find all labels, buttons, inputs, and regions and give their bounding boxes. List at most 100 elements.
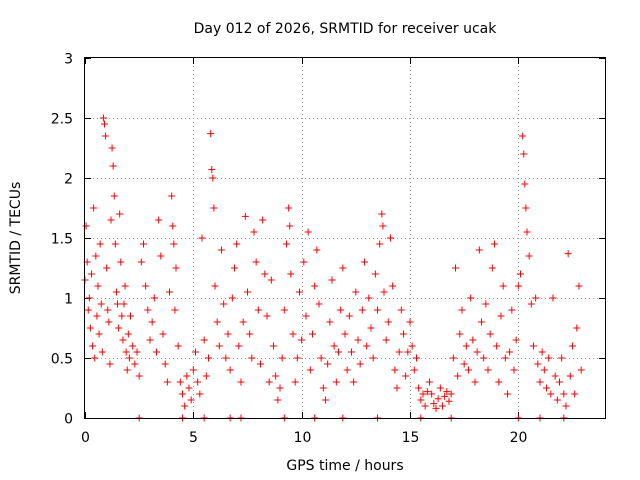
data-point bbox=[493, 342, 501, 350]
data-point bbox=[413, 354, 420, 362]
plot-frame bbox=[84, 57, 606, 419]
data-point bbox=[400, 330, 407, 338]
data-point bbox=[119, 336, 127, 344]
data-point bbox=[389, 282, 397, 290]
data-point bbox=[265, 378, 273, 386]
data-point bbox=[179, 390, 186, 398]
data-point bbox=[404, 348, 412, 356]
data-point bbox=[114, 300, 121, 308]
data-point bbox=[324, 360, 332, 368]
data-point bbox=[471, 378, 479, 386]
data-point bbox=[473, 348, 481, 356]
data-point bbox=[443, 388, 451, 396]
data-point bbox=[328, 276, 336, 284]
data-point bbox=[415, 384, 423, 392]
data-point bbox=[313, 246, 321, 254]
data-point bbox=[94, 282, 102, 290]
data-point bbox=[181, 402, 189, 410]
data-point bbox=[259, 216, 267, 224]
y-tick-label: 2.5 bbox=[51, 112, 73, 128]
data-point bbox=[465, 366, 472, 374]
data-point bbox=[228, 294, 236, 302]
data-point bbox=[200, 336, 208, 344]
data-point bbox=[226, 366, 234, 374]
y-axis-label: SRMTID / TECUs bbox=[8, 182, 24, 295]
data-point bbox=[137, 258, 145, 266]
data-point bbox=[166, 288, 173, 296]
data-point bbox=[159, 330, 167, 338]
data-point bbox=[436, 384, 444, 392]
data-point bbox=[456, 330, 464, 338]
data-point bbox=[335, 348, 342, 356]
data-point bbox=[406, 318, 414, 326]
data-point bbox=[82, 222, 90, 230]
data-point bbox=[116, 210, 124, 218]
data-point bbox=[525, 252, 533, 260]
data-point bbox=[330, 342, 338, 350]
data-point bbox=[90, 204, 98, 212]
data-point bbox=[296, 288, 303, 296]
data-point bbox=[562, 402, 570, 410]
data-point bbox=[447, 390, 455, 398]
data-point bbox=[354, 336, 362, 344]
data-point bbox=[233, 240, 241, 248]
data-point bbox=[207, 130, 215, 138]
data-point bbox=[287, 270, 295, 278]
data-point bbox=[506, 348, 514, 356]
data-point bbox=[222, 354, 230, 362]
data-point bbox=[109, 162, 117, 170]
data-point bbox=[512, 336, 520, 344]
data-point bbox=[127, 312, 134, 320]
data-point bbox=[417, 396, 425, 404]
data-point bbox=[105, 318, 113, 326]
data-point bbox=[84, 306, 92, 314]
data-point bbox=[148, 318, 156, 326]
y-tick-label: 1 bbox=[64, 292, 73, 308]
data-point bbox=[157, 252, 165, 260]
data-point bbox=[96, 240, 104, 248]
data-point bbox=[161, 360, 169, 368]
data-point bbox=[348, 348, 355, 356]
y-tick-label: 1.5 bbox=[51, 232, 73, 248]
data-point bbox=[387, 234, 394, 242]
data-point bbox=[218, 246, 225, 254]
data-point bbox=[274, 396, 282, 404]
data-point bbox=[488, 264, 496, 272]
data-point bbox=[95, 330, 103, 338]
data-point bbox=[345, 312, 353, 320]
y-tick-label: 3 bbox=[64, 52, 73, 68]
data-point bbox=[300, 258, 308, 266]
data-point bbox=[291, 378, 299, 386]
data-point bbox=[363, 342, 371, 350]
data-point bbox=[131, 360, 139, 368]
data-point bbox=[432, 404, 440, 412]
grid-lines bbox=[85, 58, 605, 418]
data-point bbox=[146, 336, 154, 344]
data-point bbox=[421, 402, 429, 410]
data-point bbox=[538, 348, 546, 356]
data-point bbox=[153, 348, 160, 356]
data-point bbox=[172, 264, 180, 272]
data-point bbox=[317, 354, 325, 362]
data-point bbox=[117, 258, 125, 266]
data-point bbox=[462, 342, 470, 350]
data-point bbox=[285, 204, 293, 212]
data-point bbox=[532, 294, 540, 302]
data-point bbox=[376, 240, 384, 248]
data-point bbox=[566, 372, 574, 380]
data-point bbox=[196, 390, 204, 398]
data-point bbox=[339, 264, 347, 272]
data-point bbox=[491, 240, 498, 248]
data-point bbox=[499, 282, 507, 290]
data-point bbox=[263, 312, 271, 320]
data-point bbox=[521, 180, 529, 188]
data-point bbox=[573, 324, 581, 332]
data-point bbox=[350, 378, 358, 386]
data-point bbox=[361, 258, 368, 266]
data-point bbox=[244, 288, 251, 296]
data-point bbox=[213, 318, 221, 326]
data-point bbox=[520, 150, 528, 158]
data-point bbox=[210, 204, 218, 212]
data-point bbox=[121, 282, 129, 290]
